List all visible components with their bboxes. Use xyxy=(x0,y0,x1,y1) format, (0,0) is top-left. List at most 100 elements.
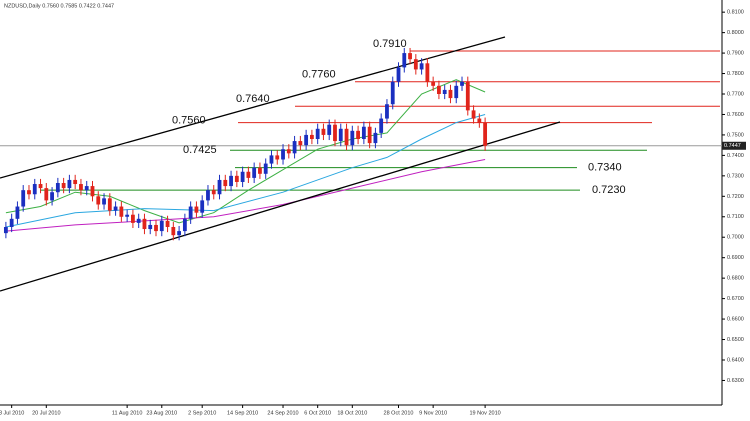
y-tick-label: 0.7100 xyxy=(727,214,744,220)
x-tick-label: 8 Jul 2010 xyxy=(0,410,24,416)
candle-body xyxy=(396,67,401,82)
candle-body xyxy=(171,226,176,236)
candle-body xyxy=(223,179,228,187)
candle-body xyxy=(258,167,262,174)
y-tick-label: 0.7400 xyxy=(727,153,744,159)
moving-average xyxy=(5,159,486,232)
level-label: 0.7425 xyxy=(183,144,217,156)
x-tick-label: 2 Sep 2010 xyxy=(188,410,216,416)
candle-body xyxy=(200,200,205,213)
current-price-label: 0.7447 xyxy=(724,143,741,149)
candle-body xyxy=(338,128,343,142)
candle-body xyxy=(96,196,101,205)
candle-body xyxy=(188,206,193,219)
candle-body xyxy=(286,149,291,154)
candle-body xyxy=(240,171,245,182)
candle-body xyxy=(269,155,274,164)
candle-body xyxy=(413,59,418,70)
candle-body xyxy=(442,89,447,95)
candle-body xyxy=(460,81,464,86)
candle-body xyxy=(344,128,349,146)
candle-body xyxy=(425,63,430,82)
x-tick-label: 24 Sep 2010 xyxy=(267,410,298,416)
level-label: 0.7910 xyxy=(373,38,407,50)
candle-body xyxy=(361,126,366,140)
candle-body xyxy=(119,206,124,217)
y-tick-label: 0.6800 xyxy=(727,276,744,282)
candle-body xyxy=(356,130,360,140)
candle-body xyxy=(79,184,83,191)
candle-body xyxy=(211,190,216,195)
candle-body xyxy=(333,124,337,142)
candle-body xyxy=(15,206,20,219)
candle-body xyxy=(148,224,153,230)
candle-body xyxy=(263,163,268,174)
candle-body xyxy=(252,167,257,178)
candle-body xyxy=(471,110,476,119)
level-label: 0.7560 xyxy=(172,115,206,127)
x-tick-label: 6 Oct 2010 xyxy=(304,410,331,416)
candle-body xyxy=(73,179,78,185)
candle-body xyxy=(402,53,407,68)
candle-body xyxy=(84,186,89,191)
candle-body xyxy=(246,171,251,178)
candle-body xyxy=(350,130,355,146)
candle-body xyxy=(67,179,72,189)
candle-body xyxy=(390,81,395,105)
candle-body xyxy=(90,186,95,197)
candle-body xyxy=(321,128,326,135)
y-tick-label: 0.6300 xyxy=(727,378,744,384)
level-label: 0.7340 xyxy=(588,162,622,174)
x-tick-label: 11 Aug 2010 xyxy=(112,410,142,416)
candle-body xyxy=(483,122,488,146)
candle-body xyxy=(454,85,459,99)
chart-title: NZDUSD,Daily 0.7560 0.7585 0.7422 0.7447 xyxy=(4,3,114,9)
y-tick-label: 0.8000 xyxy=(727,30,744,36)
candle-body xyxy=(154,224,158,232)
candle-body xyxy=(309,134,314,140)
candle-body xyxy=(448,89,453,99)
candle-body xyxy=(113,206,118,211)
y-tick-label: 0.7700 xyxy=(727,91,744,97)
channel-upper xyxy=(0,36,506,179)
candle-body xyxy=(304,134,309,146)
candle-body xyxy=(281,149,285,160)
candle-body xyxy=(315,128,320,140)
candle-body xyxy=(125,214,130,217)
x-tick-label: 23 Aug 2010 xyxy=(146,410,177,416)
y-tick-label: 0.7900 xyxy=(727,51,744,57)
candle-body xyxy=(419,63,424,70)
candle-body xyxy=(107,198,112,211)
x-tick-label: 19 Nov 2010 xyxy=(470,410,501,416)
x-tick-label: 14 Sep 2010 xyxy=(227,410,258,416)
level-label: 0.7230 xyxy=(592,184,626,196)
candle-body xyxy=(229,175,233,187)
y-tick-label: 0.7800 xyxy=(727,71,744,77)
candle-body xyxy=(50,192,54,201)
y-tick-label: 0.6500 xyxy=(727,337,744,343)
candle-body xyxy=(373,132,378,144)
level-label: 0.7760 xyxy=(302,69,336,81)
candle-body xyxy=(465,81,470,111)
channel-lower xyxy=(0,121,561,292)
candle-body xyxy=(275,155,280,160)
candle-body xyxy=(136,218,141,223)
candle-body xyxy=(477,118,482,123)
y-tick-label: 0.6700 xyxy=(727,296,744,302)
x-tick-label: 9 Nov 2010 xyxy=(419,410,447,416)
current-price-box xyxy=(722,141,746,150)
candle-body xyxy=(367,126,372,144)
candle-body xyxy=(194,206,199,213)
candle-body xyxy=(32,184,37,195)
candle-body xyxy=(44,188,49,201)
candle-body xyxy=(3,226,8,234)
candle-body xyxy=(182,218,187,232)
y-tick-label: 0.6400 xyxy=(727,357,744,363)
y-tick-label: 0.7000 xyxy=(727,235,744,241)
y-tick-label: 0.7500 xyxy=(727,132,744,138)
candle-body xyxy=(206,190,210,201)
candle-body xyxy=(38,184,43,189)
x-tick-label: 18 Oct 2010 xyxy=(337,410,367,416)
